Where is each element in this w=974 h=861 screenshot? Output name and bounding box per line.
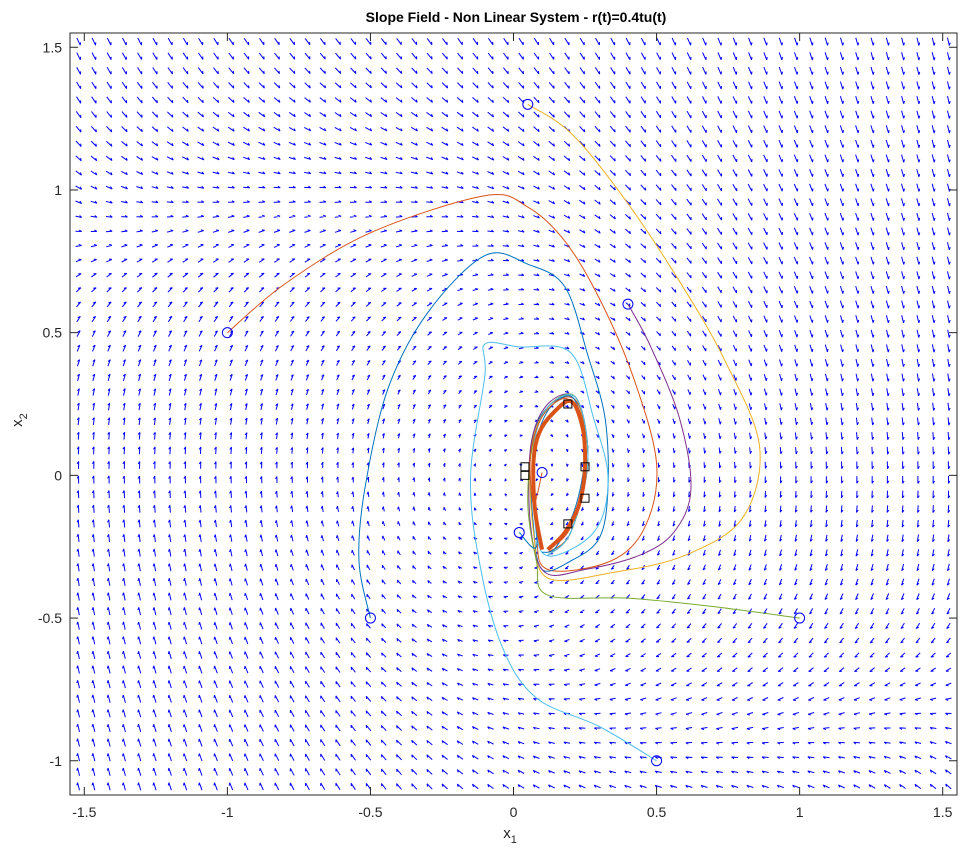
trajectories (227, 103, 800, 762)
start-point-marker (622, 298, 634, 310)
y-axis-label: x2 (9, 413, 30, 427)
x-axis-label-sub: 1 (511, 834, 517, 846)
x-tick-label: -0.5 (358, 804, 382, 820)
y-axis-ticks: -1 -0.5 0 0.5 1 1.5 (38, 39, 957, 769)
x-axis-label-main: x (503, 825, 511, 842)
end-point-marker (563, 399, 573, 409)
x-axis-label: x1 (503, 825, 517, 846)
plot-frame (69, 32, 958, 796)
y-tick-label: 0.5 (43, 325, 63, 341)
x-tick-label: -1.5 (72, 804, 96, 820)
y-tick-label: 1.5 (43, 39, 63, 55)
trajectory-2 (358, 252, 609, 619)
x-tick-label: 0.5 (647, 804, 667, 820)
start-point-marker (522, 98, 534, 110)
end-point-marker (563, 519, 573, 529)
y-axis-label-sub: 2 (18, 413, 30, 419)
chart-title: Slope Field - Non Linear System - r(t)=0… (366, 9, 667, 25)
start-point-marker (651, 755, 663, 767)
x-tick-label: 1 (796, 804, 804, 820)
end-point-marker (580, 462, 590, 472)
slope-field-arrows (75, 37, 952, 791)
x-tick-label: 0 (510, 804, 518, 820)
y-axis-label-main: x (9, 419, 26, 427)
trajectory-5 (527, 393, 800, 619)
y-tick-label: -0.5 (38, 610, 62, 626)
y-tick-label: 1 (54, 182, 62, 198)
trajectory-3 (527, 103, 761, 582)
end-point-marker (580, 493, 590, 503)
markers (221, 98, 806, 767)
x-tick-label: 1.5 (933, 804, 953, 820)
y-tick-label: 0 (54, 467, 62, 483)
start-point-marker (221, 327, 233, 339)
start-point-marker (536, 467, 548, 479)
x-tick-label: -1 (221, 804, 234, 820)
trajectory-4 (528, 303, 692, 576)
start-point-marker (794, 612, 806, 624)
start-point-marker (513, 526, 525, 538)
x-axis-ticks: -1.5 -1 -0.5 0 0.5 1 1.5 (72, 33, 953, 820)
trajectory-6 (469, 341, 657, 762)
end-point-marker (520, 462, 530, 472)
y-tick-label: -1 (50, 753, 63, 769)
trajectory-1 (227, 194, 658, 572)
limit-cycle (531, 398, 588, 552)
slope-field (75, 37, 952, 791)
end-point-marker (520, 470, 530, 480)
start-point-marker (364, 612, 376, 624)
